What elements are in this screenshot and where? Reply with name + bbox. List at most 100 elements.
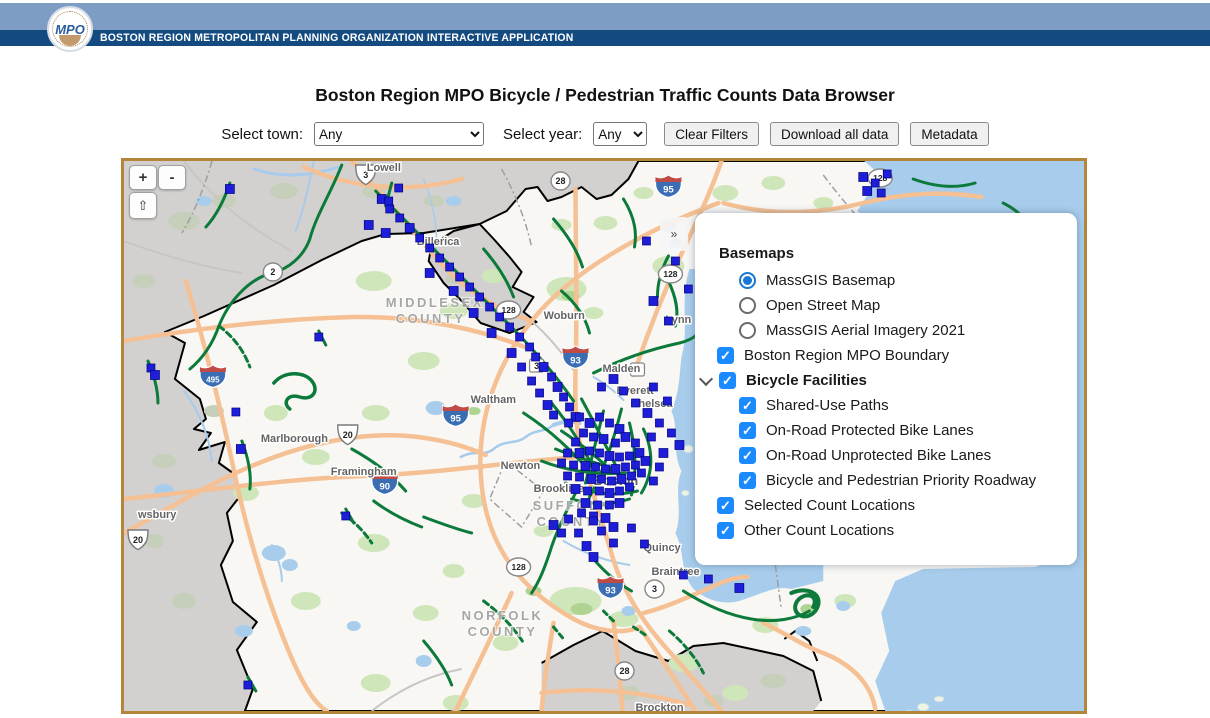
zoom-out-button[interactable]: - (158, 165, 186, 190)
count-marker[interactable] (600, 513, 611, 523)
layer-checkbox[interactable]: ✓ (739, 447, 756, 464)
count-marker[interactable] (574, 528, 583, 538)
count-marker[interactable] (608, 522, 619, 532)
radio-button[interactable] (739, 297, 756, 314)
count-marker[interactable] (862, 186, 873, 196)
count-marker[interactable] (231, 407, 241, 417)
count-marker[interactable] (671, 256, 680, 266)
layer-checkbox[interactable]: ✓ (739, 422, 756, 439)
layer-toggle-row[interactable]: ✓ On-Road Protected Bike Lanes (695, 418, 1077, 443)
count-marker[interactable] (674, 440, 685, 450)
count-marker[interactable] (627, 471, 636, 481)
count-marker[interactable] (586, 474, 597, 484)
layer-toggle-row[interactable]: ✓ On-Road Unprotected Bike Lanes (695, 443, 1077, 468)
radio-button[interactable] (739, 322, 756, 339)
count-marker[interactable] (570, 484, 581, 494)
count-marker[interactable] (380, 228, 391, 238)
count-marker[interactable] (394, 183, 404, 193)
count-marker[interactable] (648, 296, 659, 306)
panel-collapse-button[interactable]: » (660, 217, 688, 251)
count-marker[interactable] (601, 464, 610, 474)
layer-toggle-row[interactable]: ✓ Other Count Locations (695, 518, 1077, 543)
basemap-option[interactable]: MassGIS Aerial Imagery 2021 (695, 318, 1077, 343)
layer-checkbox[interactable]: ✓ (717, 522, 734, 539)
count-marker[interactable] (575, 472, 584, 482)
layer-checkbox[interactable]: ✓ (717, 497, 734, 514)
count-marker[interactable] (663, 396, 672, 406)
count-marker[interactable] (595, 448, 604, 458)
count-marker[interactable] (385, 204, 395, 214)
count-marker[interactable] (557, 528, 566, 538)
count-marker[interactable] (593, 500, 602, 510)
count-marker[interactable] (615, 486, 624, 496)
count-marker[interactable] (604, 488, 615, 498)
count-marker[interactable] (615, 452, 624, 462)
count-marker[interactable] (486, 328, 497, 338)
count-marker[interactable] (515, 332, 524, 342)
count-marker[interactable] (595, 486, 604, 496)
count-marker[interactable] (704, 574, 713, 584)
download-all-data-button[interactable]: Download all data (770, 122, 900, 146)
count-marker[interactable] (563, 471, 572, 481)
count-marker[interactable] (611, 438, 620, 448)
count-marker[interactable] (649, 382, 658, 392)
count-marker[interactable] (876, 188, 886, 198)
count-marker[interactable] (667, 428, 676, 438)
count-marker[interactable] (547, 372, 556, 382)
count-marker[interactable] (465, 282, 474, 292)
count-marker[interactable] (631, 398, 640, 408)
chevron-down-icon[interactable] (698, 371, 714, 386)
count-marker[interactable] (616, 474, 627, 484)
count-marker[interactable] (542, 400, 553, 410)
count-marker[interactable] (610, 464, 621, 474)
year-select[interactable]: Any (593, 122, 648, 146)
count-marker[interactable] (625, 451, 634, 461)
count-marker[interactable] (605, 418, 614, 428)
count-marker[interactable] (579, 428, 588, 438)
metadata-button[interactable]: Metadata (910, 122, 989, 146)
count-marker[interactable] (655, 418, 664, 428)
count-marker[interactable] (574, 448, 585, 458)
count-marker[interactable] (631, 438, 640, 448)
count-marker[interactable] (559, 392, 568, 402)
layer-toggle-row[interactable]: ✓ Boston Region MPO Boundary (695, 343, 1077, 368)
count-marker[interactable] (589, 432, 598, 442)
count-marker[interactable] (557, 458, 566, 468)
count-marker[interactable] (658, 448, 669, 458)
layer-checkbox[interactable]: ✓ (717, 347, 734, 364)
count-marker[interactable] (607, 476, 616, 486)
count-marker[interactable] (647, 432, 656, 442)
count-marker[interactable] (614, 498, 625, 508)
count-marker[interactable] (564, 418, 573, 428)
count-marker[interactable] (468, 308, 479, 318)
count-marker[interactable] (597, 526, 606, 536)
count-marker[interactable] (679, 570, 688, 580)
count-marker[interactable] (564, 514, 573, 524)
count-marker[interactable] (649, 476, 658, 486)
count-marker[interactable] (314, 332, 324, 342)
count-marker[interactable] (734, 583, 745, 593)
clear-filters-button[interactable]: Clear Filters (664, 122, 760, 146)
count-marker[interactable] (614, 424, 625, 434)
count-marker[interactable] (415, 233, 425, 243)
basemap-option[interactable]: Open Street Map (695, 293, 1077, 318)
count-marker[interactable] (435, 253, 445, 263)
count-marker[interactable] (448, 286, 459, 296)
count-marker[interactable] (870, 178, 880, 188)
count-marker[interactable] (664, 316, 673, 326)
count-marker[interactable] (642, 408, 653, 418)
count-marker[interactable] (640, 539, 649, 549)
count-marker[interactable] (580, 461, 591, 471)
count-marker[interactable] (384, 196, 394, 206)
count-marker[interactable] (150, 370, 160, 380)
count-marker[interactable] (627, 523, 636, 533)
count-marker[interactable] (404, 223, 415, 233)
count-marker[interactable] (549, 410, 558, 420)
count-marker[interactable] (620, 432, 631, 442)
count-marker[interactable] (341, 511, 351, 521)
count-marker[interactable] (517, 362, 526, 372)
count-marker[interactable] (424, 268, 435, 278)
count-marker[interactable] (577, 508, 586, 518)
count-marker[interactable] (604, 451, 615, 461)
count-marker[interactable] (621, 462, 630, 472)
